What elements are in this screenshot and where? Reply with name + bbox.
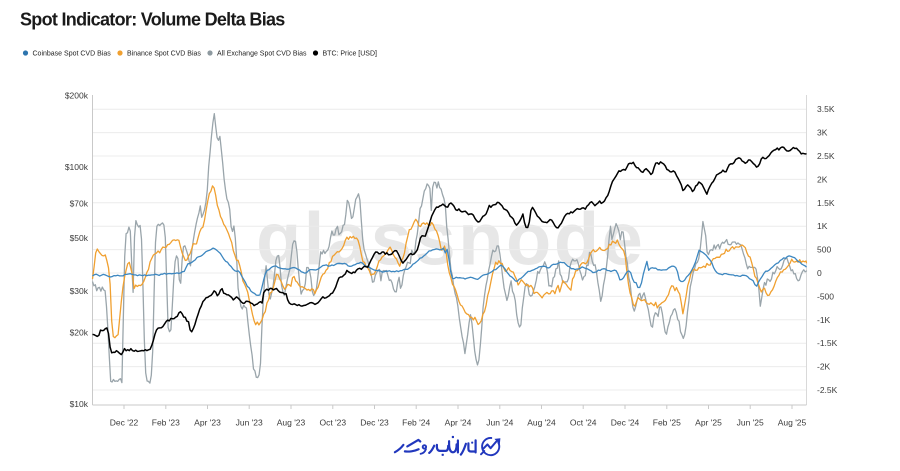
svg-text:$10k: $10k [70, 399, 89, 409]
svg-text:-1.5K: -1.5K [817, 338, 838, 348]
svg-text:Binance Spot CVD Bias: Binance Spot CVD Bias [127, 51, 201, 58]
svg-text:$200k: $200k [65, 91, 89, 101]
svg-text:2.5K: 2.5K [817, 151, 835, 161]
svg-text:Oct '24: Oct '24 [570, 418, 597, 428]
svg-text:Dec '22: Dec '22 [110, 418, 139, 428]
svg-text:1.5K: 1.5K [817, 198, 835, 208]
svg-text:Feb '24: Feb '24 [402, 418, 430, 428]
svg-text:$70k: $70k [70, 199, 89, 209]
svg-text:3.5K: 3.5K [817, 104, 835, 114]
svg-text:BTC: Price [USD]: BTC: Price [USD] [323, 51, 378, 58]
svg-text:3K: 3K [817, 128, 828, 138]
svg-text:Jun '24: Jun '24 [486, 418, 513, 428]
svg-text:Aug '23: Aug '23 [277, 418, 306, 428]
svg-text:Oct '23: Oct '23 [319, 418, 346, 428]
svg-text:-2K: -2K [817, 362, 831, 372]
svg-text:Jun '25: Jun '25 [737, 418, 764, 428]
svg-text:Apr '24: Apr '24 [445, 418, 472, 428]
svg-text:-500: -500 [817, 291, 834, 301]
svg-text:Aug '24: Aug '24 [527, 418, 556, 428]
svg-text:$50k: $50k [70, 233, 89, 243]
svg-text:Feb '23: Feb '23 [152, 418, 180, 428]
svg-text:500: 500 [817, 245, 831, 255]
svg-text:Coinbase Spot CVD Bias: Coinbase Spot CVD Bias [33, 51, 112, 58]
svg-text:Apr '23: Apr '23 [194, 418, 221, 428]
svg-text:Aug '25: Aug '25 [778, 418, 807, 428]
svg-text:Spot Indicator: Volume Delta B: Spot Indicator: Volume Delta Bias [20, 10, 285, 30]
svg-text:$30k: $30k [70, 286, 89, 296]
svg-text:2K: 2K [817, 174, 828, 184]
svg-text:Jun '23: Jun '23 [236, 418, 263, 428]
svg-text:$20k: $20k [70, 328, 89, 338]
svg-text:Apr '25: Apr '25 [695, 418, 722, 428]
svg-text:All Exchange Spot CVD Bias: All Exchange Spot CVD Bias [217, 51, 307, 58]
svg-text:$100k: $100k [65, 162, 89, 172]
svg-text:-1K: -1K [817, 315, 831, 325]
svg-text:Dec '24: Dec '24 [611, 418, 640, 428]
svg-text:0: 0 [817, 268, 822, 278]
svg-text:Feb '25: Feb '25 [653, 418, 681, 428]
svg-text:Dec '23: Dec '23 [360, 418, 389, 428]
svg-text:-2.5K: -2.5K [817, 385, 838, 395]
svg-text:1K: 1K [817, 221, 828, 231]
